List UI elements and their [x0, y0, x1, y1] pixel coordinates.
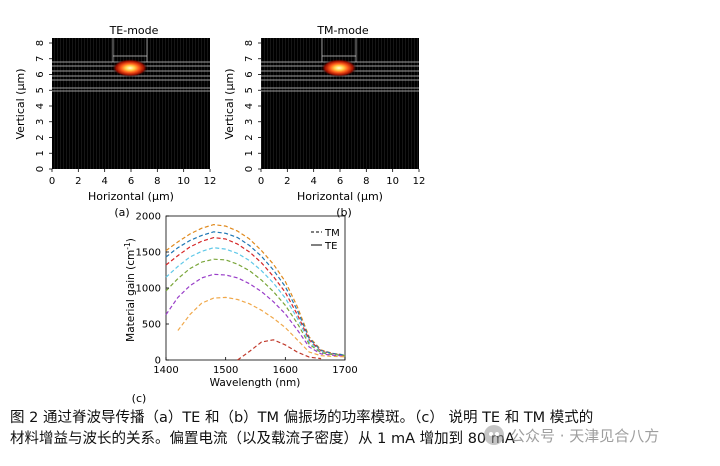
x-tick-label: 12	[204, 176, 217, 187]
y-axis-label: Vertical (µm)	[223, 69, 236, 140]
wechat-logo-icon	[484, 425, 504, 445]
gain-y-axis-label: Material gain (cm-1)	[123, 238, 137, 342]
x-tick-label: 0	[258, 176, 264, 187]
gain-x-tick-label: 1600	[273, 365, 298, 376]
y-axis-label: Vertical (µm)	[14, 69, 27, 140]
figure-caption: 图 2 通过脊波导传播（a）TE 和（b）TM 偏振场的功率模斑。（c） 说明 …	[10, 408, 710, 450]
y-tick-label: 4	[244, 103, 255, 109]
watermark-text: 公众号 · 天津见合八方	[510, 426, 660, 445]
x-tick-label: 10	[386, 176, 399, 187]
legend-te-label: TE	[324, 241, 337, 252]
y-tick-label: 7	[35, 56, 46, 62]
caption-line-1: 图 2 通过脊波导传播（a）TE 和（b）TM 偏振场的功率模斑。（c） 说明 …	[10, 410, 594, 426]
caption-line-2: 材料增益与波长的关系。偏置电流（以及载流子密度）从 1 mA 增加到 80 mA	[10, 431, 515, 447]
x-tick-label: 8	[154, 176, 160, 187]
x-tick-label: 12	[413, 176, 426, 187]
y-axis: 0 1 2 3 4 5 6 7 8	[35, 40, 52, 172]
gain-series-line	[165, 273, 346, 357]
gain-series-line	[237, 339, 322, 361]
gain-panel-tag: (c)	[132, 392, 147, 404]
field-map-background	[261, 38, 419, 169]
gain-x-tick-label: 1700	[332, 365, 357, 376]
gain-series-line	[165, 231, 346, 356]
y-tick-label: 2	[244, 134, 255, 140]
legend-tm-label: TM	[324, 228, 340, 239]
y-tick-label: 5	[244, 87, 255, 93]
panel-title: TE-mode	[109, 24, 159, 37]
y-tick-label: 3	[35, 119, 46, 125]
y-axis: 0 1 2 3 4 5 6 7 8	[244, 40, 261, 172]
x-tick-label: 2	[75, 176, 81, 187]
gain-series-line	[165, 258, 346, 357]
x-tick-label: 4	[310, 176, 316, 187]
x-tick-label: 0	[49, 176, 55, 187]
y-tick-label: 0	[244, 166, 255, 172]
gain-y-tick-label: 1000	[136, 284, 161, 295]
y-tick-label: 6	[35, 71, 46, 77]
y-tick-label: 1	[35, 150, 46, 156]
x-tick-label: 8	[363, 176, 369, 187]
plot-area	[165, 215, 346, 361]
legend: TM TE	[311, 228, 340, 252]
gain-series-line	[177, 296, 346, 358]
gain-y-tick-label: 500	[142, 320, 161, 331]
gain-y-tick-label: 0	[155, 356, 161, 367]
gain-series-line	[165, 247, 346, 356]
field-map-background	[52, 38, 210, 169]
gain-series-line	[165, 224, 346, 356]
x-tick-label: 10	[177, 176, 190, 187]
gain-x-axis-label: Wavelength (nm)	[210, 377, 301, 389]
y-tick-label: 2	[35, 134, 46, 140]
y-tick-label: 5	[35, 87, 46, 93]
y-tick-label: 6	[244, 71, 255, 77]
gain-y-tick-label: 1500	[136, 248, 161, 259]
panel-tag: (a)	[114, 206, 129, 219]
gain-y-axis: 0 500 1000 1500 2000	[136, 212, 169, 367]
x-axis-label: Horizontal (µm)	[88, 190, 174, 203]
gain-x-axis: 1400 1500 1600 1700	[153, 357, 358, 376]
gain-y-tick-label: 2000	[136, 212, 161, 223]
watermark: 公众号 · 天津见合八方	[484, 424, 659, 446]
x-axis: 0 2 4 6 8 10 12	[258, 169, 426, 187]
x-tick-label: 4	[101, 176, 107, 187]
y-tick-label: 0	[35, 166, 46, 172]
gain-curves	[165, 224, 346, 361]
y-tick-label: 8	[35, 40, 46, 46]
panel-title: TM-mode	[316, 24, 369, 37]
y-tick-label: 3	[244, 119, 255, 125]
x-axis: 0 2 4 6 8 10 12	[49, 169, 217, 187]
y-tick-label: 1	[244, 150, 255, 156]
gain-chart: 1400 1500 1600 1700 0 500 1000 1500 2000 Wavele…	[123, 212, 358, 405]
mode-spot	[321, 59, 357, 77]
x-axis-label: Horizontal (µm)	[297, 190, 383, 203]
x-tick-label: 2	[284, 176, 290, 187]
gain-x-tick-label: 1400	[153, 365, 178, 376]
y-tick-label: 8	[244, 40, 255, 46]
y-tick-label: 4	[35, 103, 46, 109]
gain-x-tick-label: 1500	[213, 365, 238, 376]
x-tick-label: 6	[337, 176, 343, 187]
gain-series-line	[165, 237, 346, 356]
mode-spot	[112, 59, 148, 77]
panel-tag: (b)	[336, 206, 352, 219]
x-tick-label: 6	[128, 176, 134, 187]
y-tick-label: 7	[244, 56, 255, 62]
